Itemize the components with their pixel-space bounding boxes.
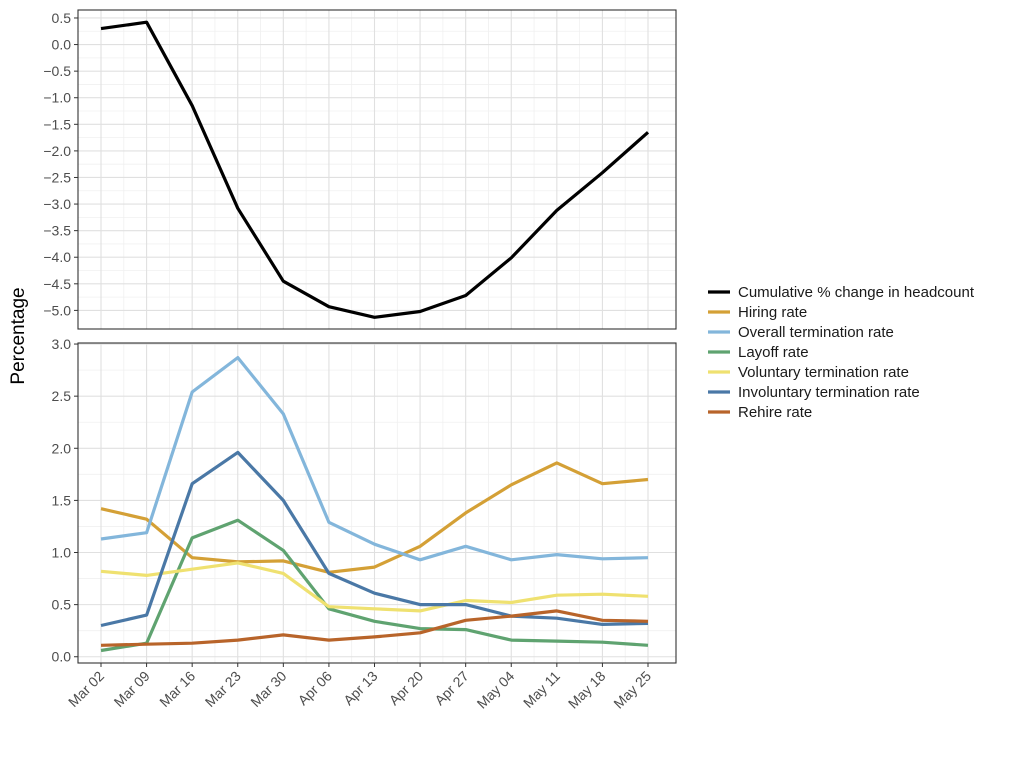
legend-label: Cumulative % change in headcount [738, 284, 975, 301]
x-tick-label: Apr 13 [340, 668, 381, 709]
bottom-panel-frame [77, 342, 677, 664]
legend-label: Hiring rate [738, 304, 807, 321]
legend-label: Involuntary termination rate [738, 384, 920, 401]
series-line-layoff-rate [100, 518, 649, 653]
y-tick-label: −1.0 [43, 90, 71, 106]
y-tick-label: 1.5 [52, 492, 72, 508]
x-tick-label: Apr 20 [386, 668, 427, 709]
x-tick-label: May 11 [520, 668, 563, 711]
y-tick-label: −4.0 [43, 249, 71, 265]
legend-label: Voluntary termination rate [738, 364, 909, 381]
y-tick-label: 0.0 [52, 649, 72, 665]
y-tick-label: 0.5 [52, 597, 72, 613]
y-tick-label: 1.0 [52, 545, 72, 561]
x-tick-label: Mar 16 [156, 668, 198, 710]
series-line-voluntary-termination-rate [100, 561, 649, 613]
y-tick-label: −3.0 [43, 196, 71, 212]
x-tick-label: Mar 02 [65, 668, 107, 710]
series-line-involuntary-termination-rate [100, 450, 649, 628]
y-axis-label: Percentage [8, 287, 29, 384]
top-panel-background [78, 10, 676, 329]
x-tick-label: May 25 [610, 668, 654, 712]
legend: Cumulative % change in headcount Hiring r… [708, 284, 975, 421]
series-lines [100, 20, 650, 653]
series-line-rehire-rate [100, 609, 649, 647]
y-tick-label: 0.5 [52, 10, 72, 26]
legend-label: Rehire rate [738, 404, 812, 421]
x-tick-label: Mar 09 [111, 668, 153, 710]
y-tick-label: −5.0 [43, 302, 71, 318]
y-tick-label: 0.0 [52, 37, 72, 53]
y-tick-label: −1.5 [43, 116, 71, 132]
x-tick-labels: Mar 02 Mar 09 Mar 16 Mar 23 Mar 30 Apr 06 Apr … [65, 663, 654, 712]
y-tick-label: 3.0 [52, 336, 72, 352]
y-tick-label: −0.5 [43, 63, 71, 79]
legend-label: Layoff rate [738, 344, 809, 361]
y-tick-label: 2.5 [52, 388, 72, 404]
legend-label: Overall termination rate [738, 324, 894, 341]
series-line-cumulative-change-in-headcount [100, 20, 650, 319]
x-tick-label: Mar 23 [202, 668, 244, 710]
top-panel-frame [77, 9, 677, 330]
x-tick-label: May 04 [474, 668, 518, 712]
y-tick-labels: 0.5 0.0 −0.5 −1.0 −1.5 −2.0 −2.5 −3.0 −3.5 −4.0 −4… [43, 10, 78, 665]
x-tick-label: Apr 27 [431, 668, 472, 709]
y-tick-label: −2.0 [43, 143, 71, 159]
bottom-panel-grid [78, 343, 676, 663]
x-tick-label: Apr 06 [295, 668, 336, 709]
y-tick-label: −4.5 [43, 276, 71, 292]
y-tick-label: 2.0 [52, 440, 72, 456]
series-line-hiring-rate [100, 461, 649, 574]
x-tick-label: May 18 [565, 668, 609, 712]
series-line-overall-termination-rate [100, 356, 649, 562]
x-tick-label: Mar 30 [247, 668, 289, 710]
bottom-panel-background [78, 343, 676, 663]
panel-frames [77, 9, 677, 664]
y-tick-label: −3.5 [43, 223, 71, 239]
y-tick-label: −2.5 [43, 169, 71, 185]
